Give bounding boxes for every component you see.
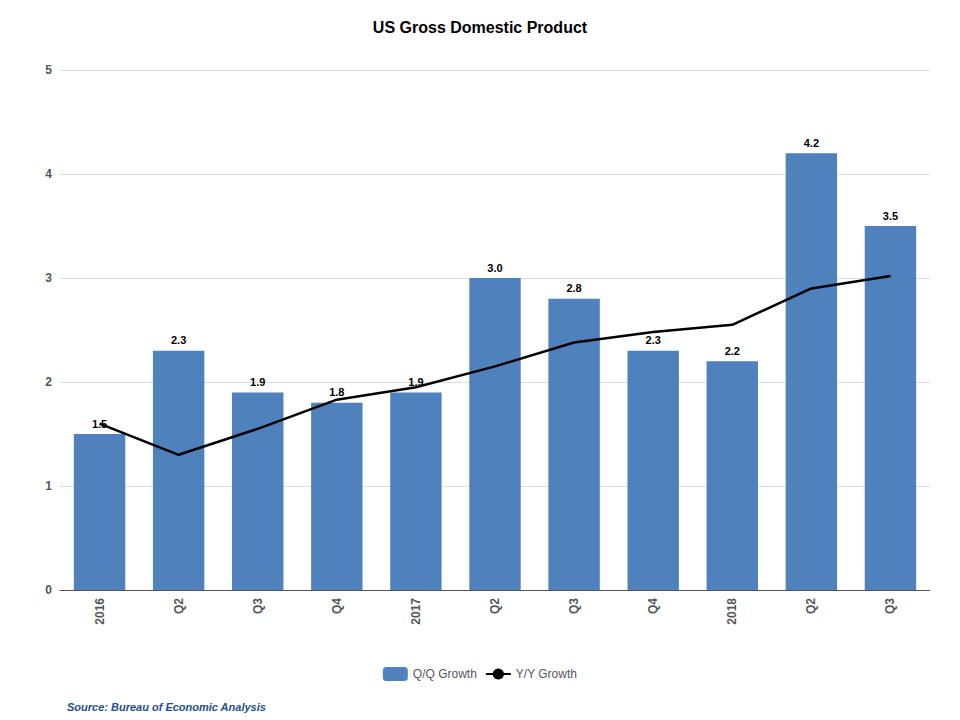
svg-text:Q2: Q2 bbox=[172, 598, 186, 614]
svg-text:4: 4 bbox=[45, 167, 52, 181]
svg-text:1.8: 1.8 bbox=[329, 386, 344, 398]
svg-text:2017: 2017 bbox=[409, 598, 423, 625]
svg-text:2016: 2016 bbox=[93, 598, 107, 625]
svg-text:2.3: 2.3 bbox=[171, 334, 186, 346]
svg-text:Q4: Q4 bbox=[330, 598, 344, 614]
svg-text:2.2: 2.2 bbox=[725, 345, 740, 357]
svg-text:Q3: Q3 bbox=[567, 598, 581, 614]
svg-text:2.3: 2.3 bbox=[646, 334, 661, 346]
svg-text:Q3: Q3 bbox=[883, 598, 897, 614]
svg-text:2018: 2018 bbox=[725, 598, 739, 625]
svg-text:3.0: 3.0 bbox=[487, 262, 502, 274]
svg-text:4.2: 4.2 bbox=[804, 137, 819, 149]
svg-text:Y/Y Growth: Y/Y Growth bbox=[516, 667, 577, 681]
svg-text:Q2: Q2 bbox=[804, 598, 818, 614]
svg-text:Source: Bureau of Economic Ana: Source: Bureau of Economic Analysis bbox=[67, 701, 266, 713]
svg-text:1.9: 1.9 bbox=[408, 375, 424, 388]
svg-text:2.8: 2.8 bbox=[566, 282, 581, 294]
svg-text:5: 5 bbox=[45, 63, 52, 77]
svg-text:US Gross Domestic Product: US Gross Domestic Product bbox=[373, 19, 588, 36]
svg-text:1.9: 1.9 bbox=[250, 376, 265, 388]
svg-text:0: 0 bbox=[45, 583, 52, 597]
svg-text:Q3: Q3 bbox=[251, 598, 265, 614]
svg-text:Q2: Q2 bbox=[488, 598, 502, 614]
svg-text:3: 3 bbox=[45, 271, 52, 285]
svg-text:Q/Q Growth: Q/Q Growth bbox=[413, 667, 477, 681]
svg-text:Q4: Q4 bbox=[646, 598, 660, 614]
svg-text:1.5: 1.5 bbox=[92, 418, 107, 430]
svg-text:2: 2 bbox=[45, 375, 52, 389]
svg-text:3.5: 3.5 bbox=[883, 210, 898, 222]
svg-text:1: 1 bbox=[45, 479, 52, 493]
